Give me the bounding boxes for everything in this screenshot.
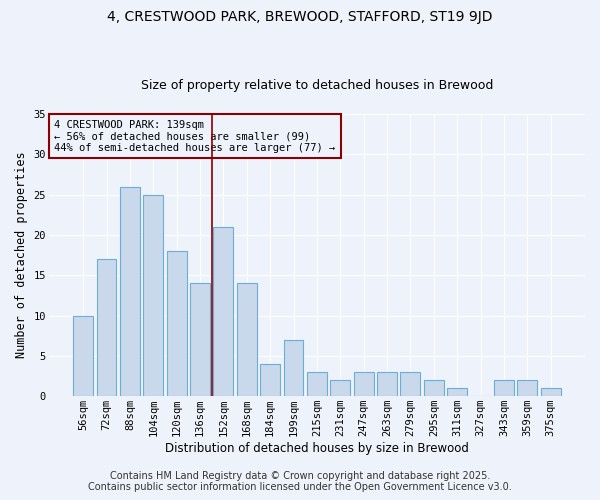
- Bar: [331, 380, 350, 396]
- Bar: [190, 284, 210, 396]
- Bar: [424, 380, 444, 396]
- Bar: [237, 284, 257, 396]
- Bar: [260, 364, 280, 396]
- Text: 4 CRESTWOOD PARK: 139sqm
← 56% of detached houses are smaller (99)
44% of semi-d: 4 CRESTWOOD PARK: 139sqm ← 56% of detach…: [55, 120, 335, 153]
- Text: Contains HM Land Registry data © Crown copyright and database right 2025.
Contai: Contains HM Land Registry data © Crown c…: [88, 471, 512, 492]
- Title: Size of property relative to detached houses in Brewood: Size of property relative to detached ho…: [141, 79, 493, 92]
- Bar: [120, 186, 140, 396]
- Bar: [167, 251, 187, 396]
- Bar: [214, 227, 233, 396]
- Bar: [143, 194, 163, 396]
- Bar: [541, 388, 560, 396]
- Text: 4, CRESTWOOD PARK, BREWOOD, STAFFORD, ST19 9JD: 4, CRESTWOOD PARK, BREWOOD, STAFFORD, ST…: [107, 10, 493, 24]
- X-axis label: Distribution of detached houses by size in Brewood: Distribution of detached houses by size …: [165, 442, 469, 455]
- Bar: [377, 372, 397, 396]
- Bar: [73, 316, 93, 396]
- Bar: [307, 372, 327, 396]
- Bar: [284, 340, 304, 396]
- Y-axis label: Number of detached properties: Number of detached properties: [15, 152, 28, 358]
- Bar: [354, 372, 374, 396]
- Bar: [517, 380, 537, 396]
- Bar: [447, 388, 467, 396]
- Bar: [97, 259, 116, 396]
- Bar: [400, 372, 421, 396]
- Bar: [494, 380, 514, 396]
